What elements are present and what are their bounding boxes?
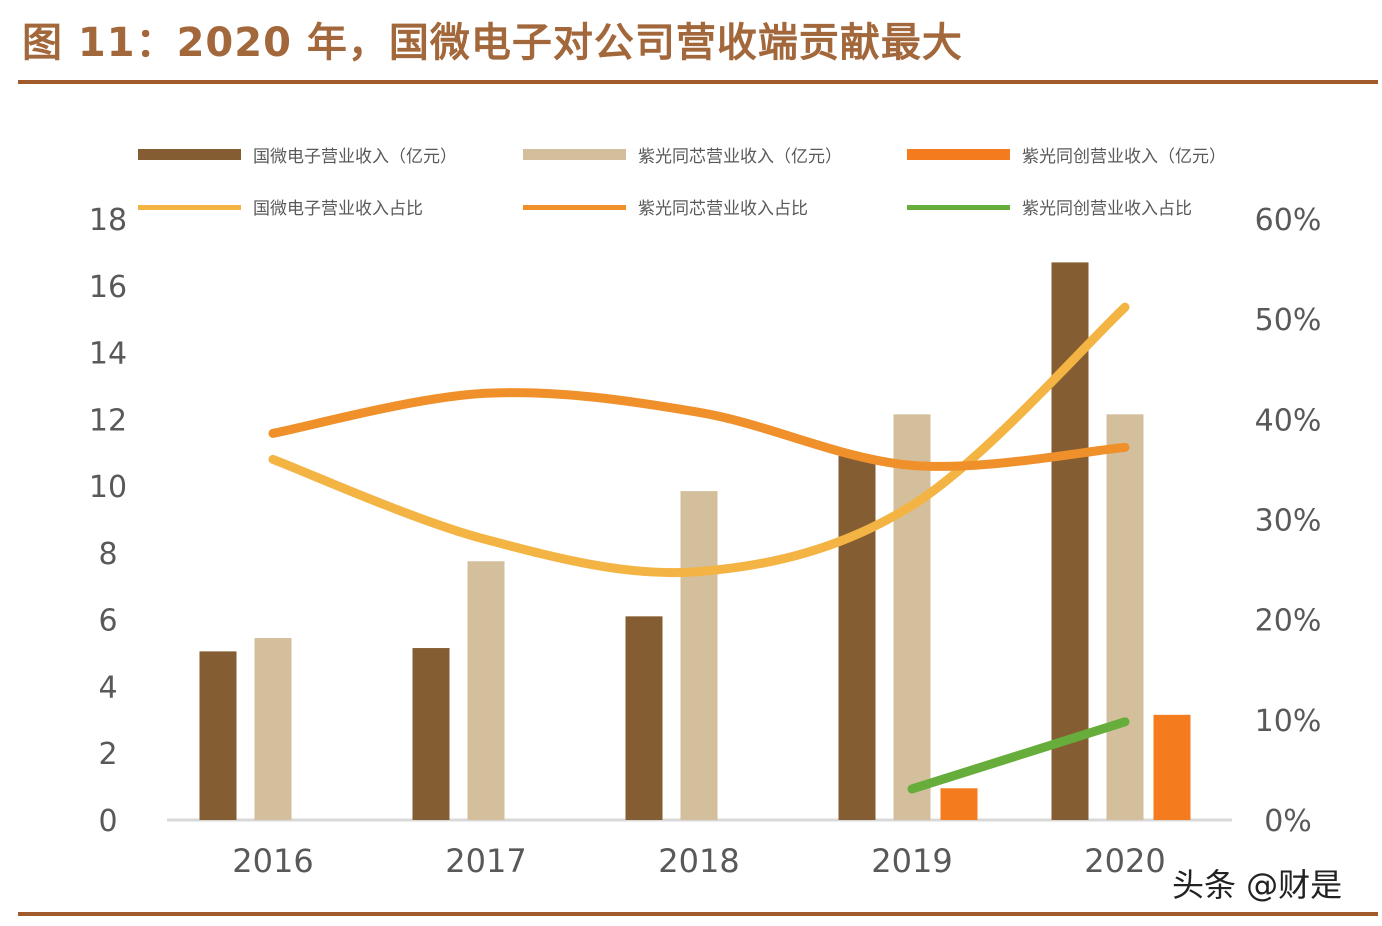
line-3 xyxy=(907,717,1130,794)
line-1 xyxy=(268,302,1130,578)
x-tick-label: 2018 xyxy=(658,842,739,880)
y-tick-label: 18 xyxy=(89,203,127,238)
x-tick-label: 2020 xyxy=(1084,842,1165,880)
x-tick-label: 2019 xyxy=(871,842,952,880)
y-tick-label: 12 xyxy=(89,403,127,438)
y-tick-label: 2 xyxy=(98,737,117,772)
bar-3 xyxy=(1153,714,1191,820)
figure-title: 图 11：2020 年，国微电子对公司营收端贡献最大 xyxy=(22,20,963,66)
bar-1 xyxy=(838,456,876,820)
bar-2 xyxy=(1106,414,1144,820)
legend-label: 国微电子营业收入占比 xyxy=(253,199,423,219)
y-tick-label: 6 xyxy=(98,604,117,639)
y2-tick-label: 20% xyxy=(1255,604,1322,639)
top-rule xyxy=(18,80,1378,84)
legend-label: 紫光同芯营业收入（亿元） xyxy=(638,147,842,167)
bar-2 xyxy=(893,414,931,820)
legend-swatch xyxy=(523,149,626,160)
y2-tick-label: 40% xyxy=(1255,403,1322,438)
y-tick-label: 8 xyxy=(98,537,117,572)
y-tick-label: 4 xyxy=(98,670,117,705)
bar-1 xyxy=(199,651,237,820)
bar-2 xyxy=(254,638,292,820)
legend-swatch xyxy=(138,205,241,210)
y2-tick-label: 10% xyxy=(1255,704,1322,739)
legend-label: 紫光同创营业收入（亿元） xyxy=(1022,147,1226,167)
y-tick-label: 14 xyxy=(89,337,127,372)
watermark: 头条 @财是 xyxy=(1172,866,1343,904)
y2-tick-label: 30% xyxy=(1255,504,1322,539)
y-tick-label: 0 xyxy=(98,804,117,839)
legend-swatch xyxy=(907,205,1010,210)
legend-swatch xyxy=(523,205,626,210)
bar-3 xyxy=(940,788,978,820)
bottom-rule xyxy=(18,912,1378,916)
y-tick-label: 10 xyxy=(89,470,127,505)
legend-label: 紫光同创营业收入占比 xyxy=(1022,199,1192,219)
bar-2 xyxy=(680,491,718,820)
y2-tick-label: 50% xyxy=(1255,303,1322,338)
legend-swatch xyxy=(907,149,1010,160)
line-2 xyxy=(268,388,1130,471)
y2-tick-label: 60% xyxy=(1255,203,1322,238)
bar-2 xyxy=(467,561,505,820)
bar-1 xyxy=(625,616,663,820)
legend-swatch xyxy=(138,149,241,160)
y2-tick-label: 0% xyxy=(1264,804,1312,839)
y-tick-label: 16 xyxy=(89,270,127,305)
x-tick-label: 2016 xyxy=(232,842,313,880)
x-tick-label: 2017 xyxy=(445,842,526,880)
legend-label: 国微电子营业收入（亿元） xyxy=(253,147,457,167)
legend-label: 紫光同芯营业收入占比 xyxy=(638,199,808,219)
bar-1 xyxy=(412,648,450,820)
